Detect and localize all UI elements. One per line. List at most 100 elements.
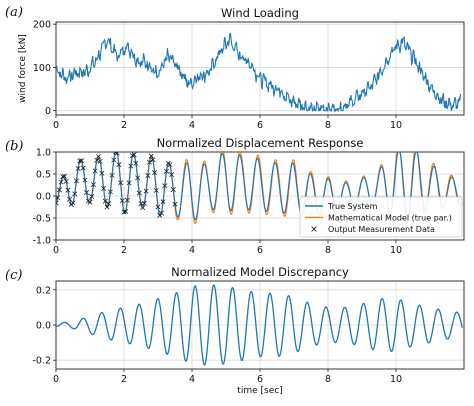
measurement-marker: [56, 195, 61, 201]
x-tick-label: 4: [189, 374, 195, 385]
measurement-marker: [124, 197, 130, 203]
measurement-marker: [136, 190, 142, 196]
y-tick-label: 0: [45, 106, 51, 117]
x-tick-label: 0: [53, 120, 59, 131]
chart-title: Normalized Displacement Response: [157, 136, 364, 150]
measurement-marker: [153, 187, 159, 193]
x-tick-label: 0: [53, 245, 59, 256]
legend-entry-label: Output Measurement Data: [328, 225, 435, 234]
x-tick-label: 10: [390, 120, 402, 131]
x-tick-label: 8: [325, 120, 331, 131]
x-tick-label: 8: [325, 374, 331, 385]
y-tick-label: 0.0: [36, 192, 51, 203]
plot-area: [56, 32, 462, 113]
x-tick-label: 10: [390, 245, 402, 256]
panel-label: (c): [5, 268, 22, 283]
measurement-marker: [80, 165, 86, 171]
measurement-marker: [99, 170, 105, 176]
y-axis-label: wind force [kN]: [18, 34, 28, 103]
measurement-marker: [56, 200, 59, 206]
discrepancy-series-line: [56, 284, 463, 366]
measurement-marker: [87, 199, 93, 205]
measurement-marker: [114, 152, 120, 156]
x-tick-label: 2: [121, 245, 127, 256]
panel-c: 0 2 4 6 8 10 -0.2 0.0 0.2 Normalized Model Discre…: [5, 265, 465, 396]
measurement-marker: [84, 190, 90, 196]
plot-area: [56, 152, 463, 224]
y-tick-label: 0.2: [36, 285, 51, 296]
measurement-marker: [92, 168, 98, 174]
measurement-marker: [148, 153, 154, 159]
measurement-marker: [97, 158, 103, 164]
measurement-marker: [170, 187, 176, 193]
measurement-marker: [141, 200, 147, 206]
measurement-marker: [143, 188, 149, 194]
x-tick-label: 0: [53, 374, 59, 385]
true-system-series-line: [56, 152, 463, 221]
x-tick-label: 4: [189, 120, 195, 131]
measurement-marker: [140, 205, 146, 211]
measurement-marker: [107, 189, 113, 195]
measurement-marker: [150, 157, 156, 163]
x-tick-label: 6: [257, 120, 263, 131]
measurement-marker: [169, 172, 175, 178]
x-tick-label: 2: [121, 374, 127, 385]
measurement-marker: [158, 210, 164, 216]
x-tick-label: 2: [121, 120, 127, 131]
measurement-marker: [90, 182, 96, 188]
panel-b: 0 2 4 6 8 10 -1.0 -0.5 0.0 0.5 1.0 Normalized Displ…: [5, 136, 465, 256]
legend-box: [299, 196, 463, 238]
chart-title: Normalized Model Discrepancy: [171, 265, 349, 279]
legend: True System Mathematical Model (true par.…: [299, 196, 463, 238]
measurement-marker: [96, 153, 101, 159]
x-tick-label: 4: [189, 245, 195, 256]
legend-entry-label: Mathematical Model (true par.): [328, 214, 452, 223]
panel-label: (b): [5, 139, 23, 154]
measurement-marker: [82, 177, 88, 183]
measurement-marker: [77, 158, 83, 164]
measurement-marker: [116, 162, 122, 168]
x-tick-label: 6: [257, 374, 263, 385]
measurement-marker: [160, 199, 166, 205]
chart-title: Wind Loading: [221, 6, 299, 20]
measurement-marker: [70, 200, 76, 206]
measurement-marker: [79, 158, 84, 164]
measurement-marker: [131, 152, 137, 158]
measurement-marker: [172, 201, 178, 207]
measurement-marker: [102, 198, 108, 204]
measurement-marker: [123, 208, 129, 214]
measurement-marker: [164, 168, 169, 174]
measurement-marker: [119, 198, 125, 204]
measurement-marker: [89, 193, 95, 199]
measurement-marker: [94, 157, 100, 163]
measurement-marker: [65, 187, 71, 193]
x-tick-label: 10: [390, 374, 402, 385]
measurement-marker: [56, 187, 62, 193]
measurement-marker: [60, 174, 66, 180]
y-tick-label: -0.5: [32, 214, 51, 225]
measurement-marker: [63, 178, 69, 184]
y-tick-label: 0.0: [36, 321, 51, 332]
measurement-marker: [58, 179, 64, 185]
plot-area: [56, 284, 463, 366]
measurement-marker: [72, 191, 78, 197]
measurement-marker: [104, 204, 110, 210]
x-tick-label: 8: [325, 245, 331, 256]
y-tick-label: 200: [33, 20, 51, 31]
measurement-marker: [155, 204, 161, 210]
measurement-marker: [106, 201, 112, 207]
legend-swatch: [311, 226, 317, 232]
legend-entry-label: True System: [327, 202, 378, 211]
measurement-marker: [133, 160, 139, 166]
measurement-marker: [152, 170, 158, 176]
x-tick-label: 6: [257, 245, 263, 256]
y-tick-label: -0.2: [32, 356, 51, 367]
panel-label: (a): [5, 5, 23, 20]
measurement-marker: [135, 175, 141, 181]
x-axis-label: time [sec]: [237, 386, 282, 396]
measurement-marker: [145, 173, 151, 179]
measurement-marker: [101, 185, 107, 191]
measurement-marker: [75, 165, 81, 171]
